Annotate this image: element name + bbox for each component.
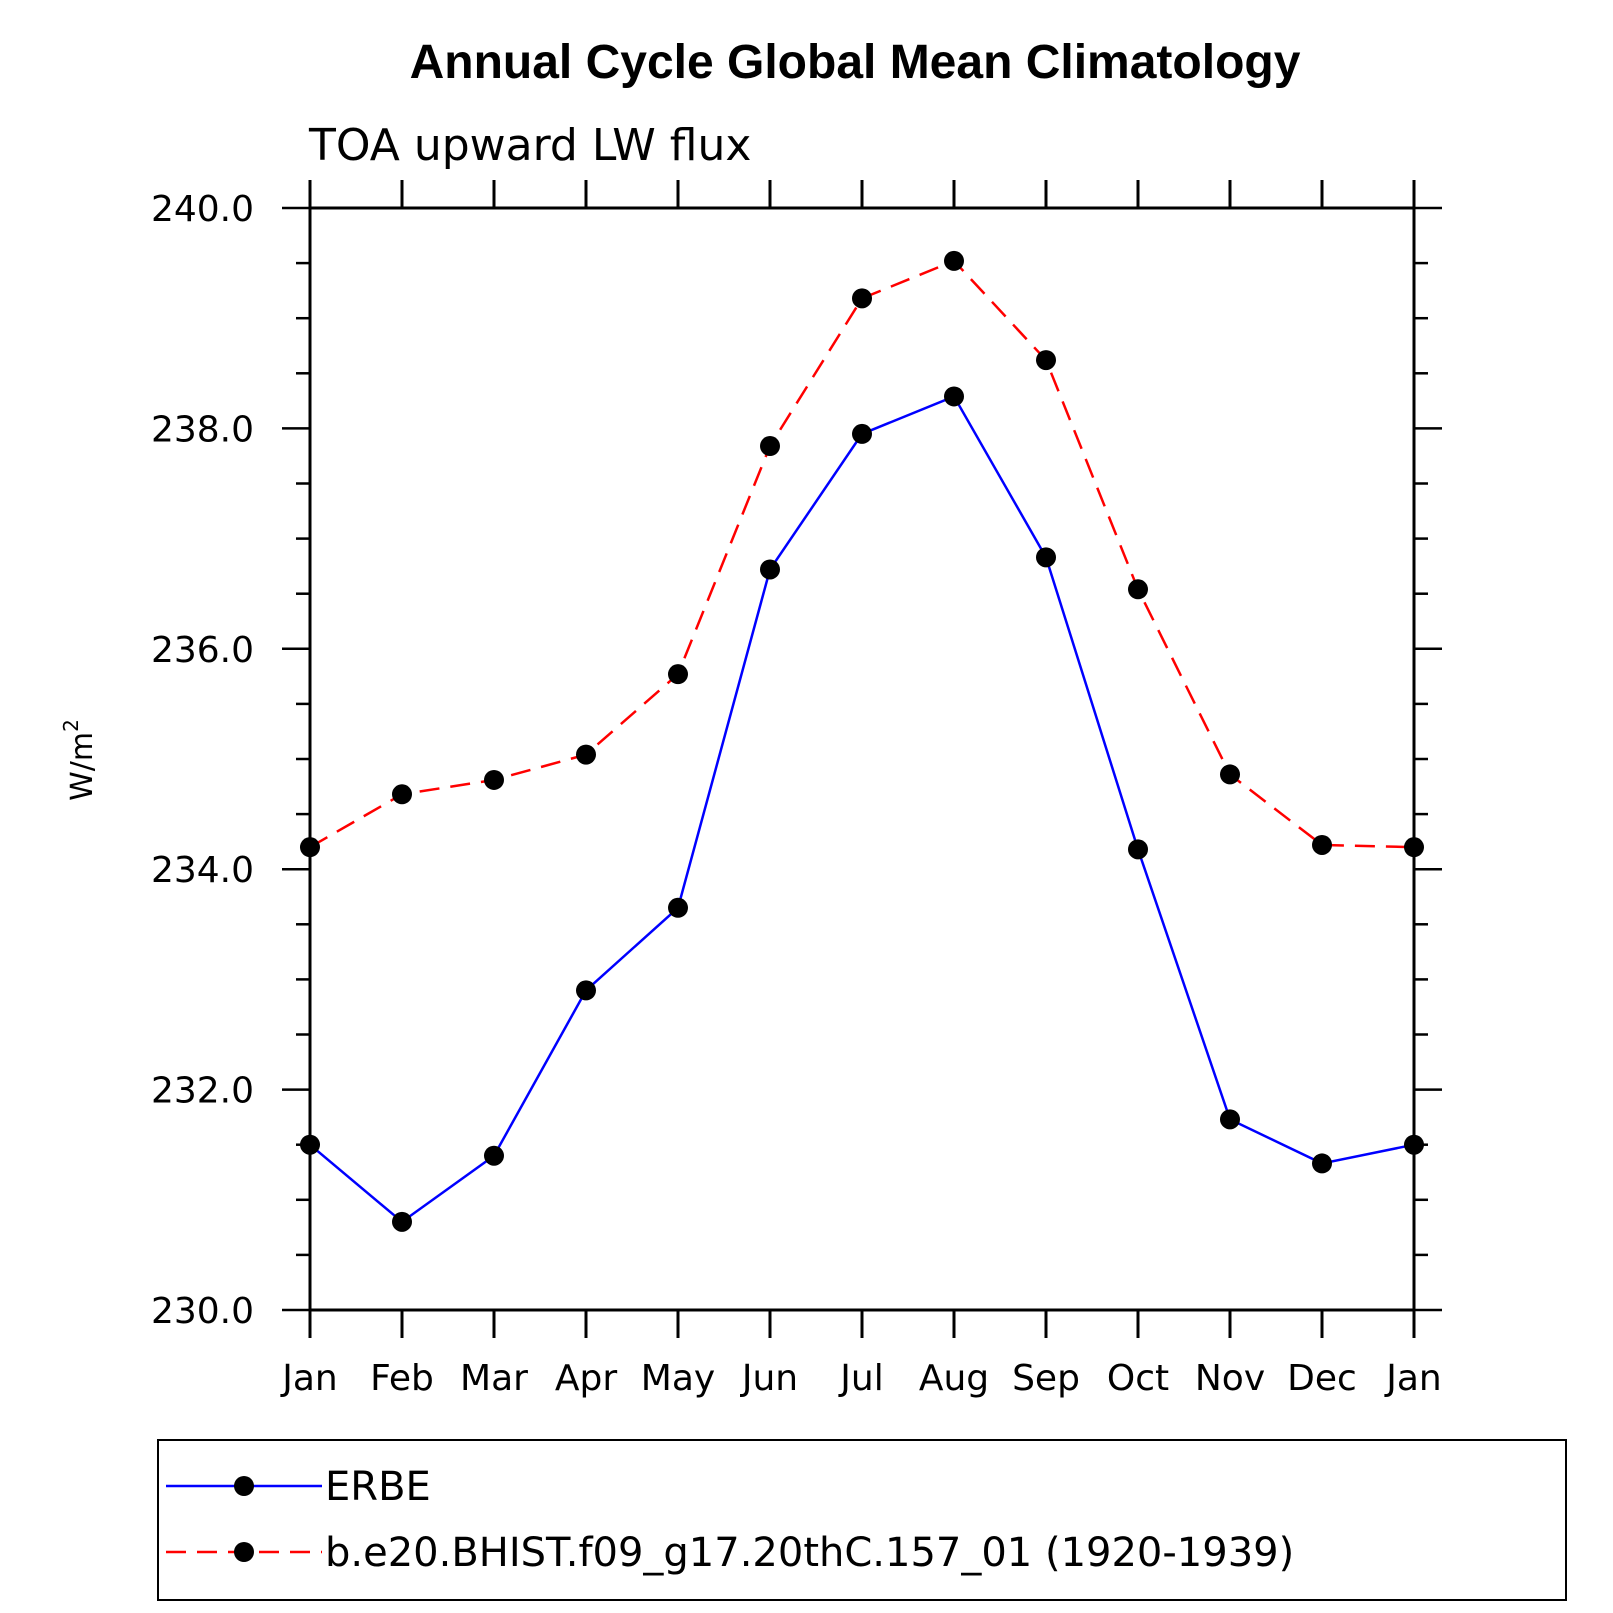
x-tick-label: Apr xyxy=(555,1358,617,1399)
legend: ERBE b.e20.BHIST.f09_g17.20thC.157_01 (19… xyxy=(166,1464,1294,1576)
x-tick-label: Jan xyxy=(1384,1358,1442,1399)
data-point xyxy=(484,1145,504,1166)
data-point xyxy=(1128,579,1148,600)
y-tick-label: 240.0 xyxy=(151,189,254,230)
x-tick-label: Dec xyxy=(1287,1358,1357,1399)
data-point xyxy=(944,250,964,271)
legend-entry: b.e20.BHIST.f09_g17.20thC.157_01 (1920-1… xyxy=(325,1530,1294,1576)
data-point xyxy=(668,664,688,685)
data-point xyxy=(668,897,688,918)
x-tick-label: Nov xyxy=(1195,1358,1265,1399)
data-point xyxy=(300,837,320,858)
data-point xyxy=(1220,1109,1240,1130)
data-point xyxy=(484,769,504,790)
x-tick-label: Jun xyxy=(740,1358,798,1399)
y-axis-label: W/m xyxy=(65,732,100,801)
x-tick-label: Aug xyxy=(919,1358,989,1399)
y-tick-label: 230.0 xyxy=(151,1291,254,1332)
data-point xyxy=(1036,547,1056,568)
data-point xyxy=(576,744,596,765)
data-point xyxy=(944,386,964,407)
data-point xyxy=(1404,837,1424,858)
data-point xyxy=(1312,834,1332,855)
data-point xyxy=(392,784,412,805)
data-point xyxy=(1312,1153,1332,1174)
x-tick-label: Jul xyxy=(838,1358,883,1399)
legend-box xyxy=(157,1439,1567,1601)
chart-subtitle: TOA upward LW flux xyxy=(308,120,751,171)
y-tick-label: 238.0 xyxy=(151,409,254,450)
data-point xyxy=(300,1134,320,1155)
x-tick-label: Feb xyxy=(370,1358,434,1399)
chart-title: Annual Cycle Global Mean Climatology xyxy=(410,36,1301,89)
legend-entry: ERBE xyxy=(325,1464,431,1510)
x-tick-label: Oct xyxy=(1107,1358,1169,1399)
x-tick-label: Mar xyxy=(460,1358,528,1399)
legend-swatch-marker xyxy=(234,1542,254,1562)
x-tick-label: Sep xyxy=(1012,1358,1080,1399)
data-point xyxy=(760,559,780,580)
svg-text:W/m2: W/m2 xyxy=(59,719,100,801)
data-point xyxy=(1128,839,1148,860)
y-tick-label: 232.0 xyxy=(151,1071,254,1112)
data-point xyxy=(852,288,872,309)
data-point xyxy=(852,423,872,444)
plot-frame xyxy=(308,206,1416,1312)
data-point xyxy=(1404,1134,1424,1155)
y-axis-label-superscript: 2 xyxy=(59,719,83,732)
data-point xyxy=(1220,764,1240,785)
series-line-2 xyxy=(309,259,1415,849)
axis-ticks: Jan Feb Mar Apr May Jun Jul Aug Sep Oct Nov Dec Jan 2… xyxy=(151,180,1442,1399)
y-tick-label: 236.0 xyxy=(151,630,254,671)
data-point xyxy=(392,1211,412,1232)
data-point xyxy=(1036,350,1056,371)
legend-swatch-marker xyxy=(234,1476,254,1496)
data-point xyxy=(576,980,596,1001)
series-line-1 xyxy=(309,394,1415,1224)
data-point xyxy=(760,436,780,457)
x-tick-label: May xyxy=(641,1358,715,1399)
y-tick-label: 234.0 xyxy=(151,850,254,891)
series-layer xyxy=(300,250,1424,1232)
y-axis-label-group: W/m2 xyxy=(59,719,100,801)
x-tick-label: Jan xyxy=(280,1358,338,1399)
